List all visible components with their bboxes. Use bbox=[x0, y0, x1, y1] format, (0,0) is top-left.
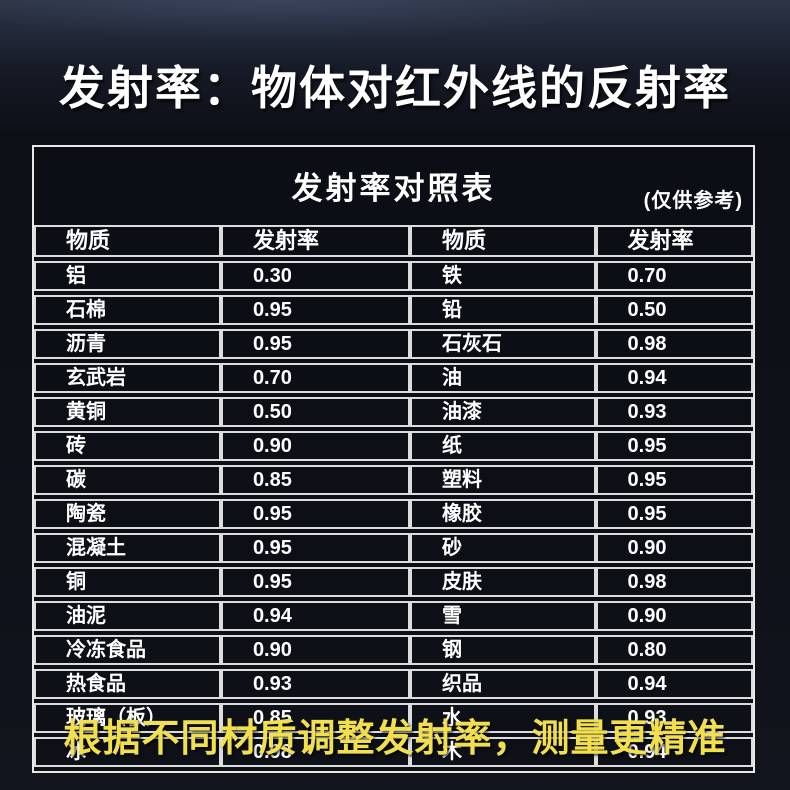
emissivity-cell: 0.95 bbox=[595, 499, 753, 529]
emissivity-cell: 0.98 bbox=[220, 737, 411, 767]
material-cell: 玻璃（板） bbox=[34, 703, 221, 733]
table-row: 陶瓷 0.95 橡胶 0.95 bbox=[34, 499, 753, 529]
table-row: 石棉 0.95 铅 0.50 bbox=[34, 295, 753, 325]
table-row: 混凝土 0.95 砂 0.90 bbox=[34, 533, 753, 563]
table-row: 铜 0.95 皮肤 0.98 bbox=[34, 567, 753, 597]
emissivity-cell: 0.95 bbox=[220, 533, 411, 563]
material-cell: 碳 bbox=[34, 465, 221, 495]
material-cell: 砖 bbox=[34, 431, 221, 461]
material-cell: 铅 bbox=[410, 295, 596, 325]
footer-note: 根据不同材质调整发射率，测量更精准 bbox=[63, 718, 727, 760]
emissivity-cell: 0.95 bbox=[220, 295, 411, 325]
material-cell: 沥青 bbox=[34, 329, 221, 359]
header-emissivity-right: 发射率 bbox=[595, 225, 753, 257]
material-cell: 陶瓷 bbox=[34, 499, 221, 529]
material-cell: 钢 bbox=[410, 635, 596, 665]
material-cell: 混凝土 bbox=[34, 533, 221, 563]
table-row: 砖 0.90 纸 0.95 bbox=[34, 431, 753, 461]
emissivity-table: 物质 发射率 物质 发射率 铝 0.30 铁 0.70 石棉 0.95 铅 0.50 沥青 0.9… bbox=[34, 221, 753, 771]
material-cell: 铁 bbox=[410, 261, 596, 291]
table-row: 沥青 0.95 石灰石 0.98 bbox=[34, 329, 753, 359]
emissivity-cell: 0.50 bbox=[595, 295, 753, 325]
emissivity-cell: 0.93 bbox=[595, 703, 753, 733]
emissivity-cell: 0.94 bbox=[595, 363, 753, 393]
emissivity-cell: 0.98 bbox=[595, 329, 753, 359]
emissivity-cell: 0.95 bbox=[220, 329, 411, 359]
material-cell: 油漆 bbox=[410, 397, 596, 427]
material-cell: 热食品 bbox=[34, 669, 221, 699]
emissivity-cell: 0.95 bbox=[595, 431, 753, 461]
material-cell: 油泥 bbox=[34, 601, 221, 631]
reference-only-note: (仅供参考) bbox=[643, 190, 743, 212]
emissivity-cell: 0.50 bbox=[220, 397, 411, 427]
emissivity-cell: 0.70 bbox=[595, 261, 753, 291]
table-row: 玄武岩 0.70 油 0.94 bbox=[34, 363, 753, 393]
material-cell: 冷冻食品 bbox=[34, 635, 221, 665]
background-top-glow bbox=[0, 0, 790, 60]
material-cell: 塑料 bbox=[410, 465, 596, 495]
emissivity-cell: 0.95 bbox=[220, 567, 411, 597]
material-cell: 皮肤 bbox=[410, 567, 596, 597]
emissivity-cell: 0.70 bbox=[220, 363, 411, 393]
header-material-left: 物质 bbox=[34, 225, 221, 257]
table-row: 冷冻食品 0.90 钢 0.80 bbox=[34, 635, 753, 665]
panel-header: 发射率对照表 (仅供参考) bbox=[34, 147, 753, 221]
material-cell: 织品 bbox=[410, 669, 596, 699]
page-title: 发射率：物体对红外线的反射率 bbox=[59, 62, 731, 114]
emissivity-cell: 0.90 bbox=[595, 533, 753, 563]
emissivity-cell: 0.94 bbox=[220, 601, 411, 631]
header-emissivity-left: 发射率 bbox=[220, 225, 411, 257]
emissivity-cell: 0.80 bbox=[595, 635, 753, 665]
table-body: 铝 0.30 铁 0.70 石棉 0.95 铅 0.50 沥青 0.95 石灰石 0.98 玄武岩 0.7… bbox=[34, 261, 753, 767]
material-cell: 黄铜 bbox=[34, 397, 221, 427]
material-cell: 木 bbox=[410, 737, 596, 767]
table-header-row: 物质 发射率 物质 发射率 bbox=[34, 225, 753, 257]
material-cell: 石棉 bbox=[34, 295, 221, 325]
table-row: 冰 0.98 木 0.94 bbox=[34, 737, 753, 767]
emissivity-cell: 0.90 bbox=[220, 635, 411, 665]
emissivity-panel: 发射率对照表 (仅供参考) 物质 发射率 物质 发射率 铝 0.30 铁 0.70 石棉… bbox=[32, 145, 755, 773]
panel-title: 发射率对照表 bbox=[291, 171, 496, 206]
emissivity-cell: 0.85 bbox=[220, 703, 411, 733]
emissivity-cell: 0.95 bbox=[220, 499, 411, 529]
emissivity-cell: 0.95 bbox=[595, 465, 753, 495]
material-cell: 油 bbox=[410, 363, 596, 393]
table-row: 玻璃（板） 0.85 水 0.93 bbox=[34, 703, 753, 733]
material-cell: 铜 bbox=[34, 567, 221, 597]
table-row: 油泥 0.94 雪 0.90 bbox=[34, 601, 753, 631]
material-cell: 石灰石 bbox=[410, 329, 596, 359]
material-cell: 雪 bbox=[410, 601, 596, 631]
material-cell: 纸 bbox=[410, 431, 596, 461]
emissivity-cell: 0.94 bbox=[595, 737, 753, 767]
emissivity-cell: 0.90 bbox=[595, 601, 753, 631]
table-row: 碳 0.85 塑料 0.95 bbox=[34, 465, 753, 495]
emissivity-cell: 0.30 bbox=[220, 261, 411, 291]
emissivity-cell: 0.94 bbox=[595, 669, 753, 699]
material-cell: 玄武岩 bbox=[34, 363, 221, 393]
material-cell: 水 bbox=[410, 703, 596, 733]
table-row: 铝 0.30 铁 0.70 bbox=[34, 261, 753, 291]
material-cell: 橡胶 bbox=[410, 499, 596, 529]
header-material-right: 物质 bbox=[410, 225, 596, 257]
table-row: 黄铜 0.50 油漆 0.93 bbox=[34, 397, 753, 427]
emissivity-cell: 0.90 bbox=[220, 431, 411, 461]
material-cell: 铝 bbox=[34, 261, 221, 291]
emissivity-cell: 0.93 bbox=[220, 669, 411, 699]
table-row: 热食品 0.93 织品 0.94 bbox=[34, 669, 753, 699]
material-cell: 砂 bbox=[410, 533, 596, 563]
emissivity-cell: 0.93 bbox=[595, 397, 753, 427]
emissivity-cell: 0.98 bbox=[595, 567, 753, 597]
material-cell: 冰 bbox=[34, 737, 221, 767]
emissivity-cell: 0.85 bbox=[220, 465, 411, 495]
